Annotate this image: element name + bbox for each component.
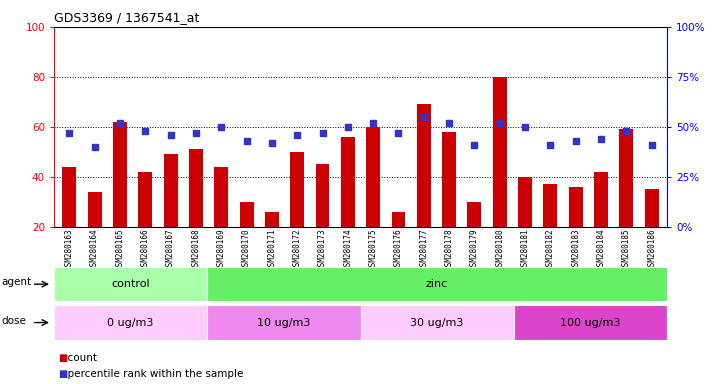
Point [63, 130, 75, 136]
Point [621, 127, 632, 134]
Bar [54, 305, 208, 340]
Bar [214, 167, 228, 276]
Bar [265, 212, 279, 276]
Point [519, 124, 531, 130]
Bar [113, 122, 127, 276]
Bar [392, 212, 405, 276]
Text: 0 ug/m3: 0 ug/m3 [107, 318, 154, 328]
Bar [360, 305, 513, 340]
Bar [341, 137, 355, 276]
Bar [467, 202, 482, 276]
Bar [619, 129, 633, 276]
Point [494, 120, 505, 126]
Bar [138, 172, 152, 276]
Text: 10 ug/m3: 10 ug/m3 [257, 318, 311, 328]
Bar [493, 77, 507, 276]
Bar [442, 132, 456, 276]
Bar [239, 202, 254, 276]
Point [570, 137, 582, 144]
Point [317, 130, 328, 136]
Text: agent: agent [1, 277, 32, 287]
Bar [316, 164, 329, 276]
Point [114, 120, 125, 126]
Text: count: count [61, 353, 97, 363]
Point [368, 120, 379, 126]
Bar [569, 187, 583, 276]
Bar [208, 305, 360, 340]
Text: 100 ug/m3: 100 ug/m3 [560, 318, 621, 328]
Point [646, 142, 658, 148]
Point [393, 130, 404, 136]
Bar [518, 177, 532, 276]
Text: control: control [111, 279, 150, 289]
Text: 30 ug/m3: 30 ug/m3 [410, 318, 464, 328]
Point [544, 142, 556, 148]
Bar [208, 267, 667, 301]
Point [469, 142, 480, 148]
Text: zinc: zinc [426, 279, 448, 289]
Text: ■: ■ [58, 369, 67, 379]
Bar [164, 154, 177, 276]
Bar [62, 167, 76, 276]
Text: ■: ■ [58, 353, 67, 363]
Bar [417, 104, 430, 276]
Point [165, 132, 177, 138]
Point [342, 124, 353, 130]
Bar [645, 189, 659, 276]
Text: percentile rank within the sample: percentile rank within the sample [61, 369, 244, 379]
Text: GDS3369 / 1367541_at: GDS3369 / 1367541_at [54, 12, 200, 25]
Bar [88, 192, 102, 276]
Point [291, 132, 303, 138]
Bar [54, 267, 208, 301]
Bar [189, 149, 203, 276]
Point [418, 114, 430, 120]
Bar [291, 152, 304, 276]
Point [216, 124, 227, 130]
Point [266, 140, 278, 146]
Bar [544, 184, 557, 276]
Bar [594, 172, 608, 276]
Bar [366, 127, 380, 276]
Point [139, 127, 151, 134]
Bar [513, 305, 667, 340]
Point [190, 130, 202, 136]
Point [443, 120, 455, 126]
Point [596, 136, 607, 142]
Text: dose: dose [1, 316, 27, 326]
Point [89, 144, 100, 150]
Point [241, 137, 252, 144]
